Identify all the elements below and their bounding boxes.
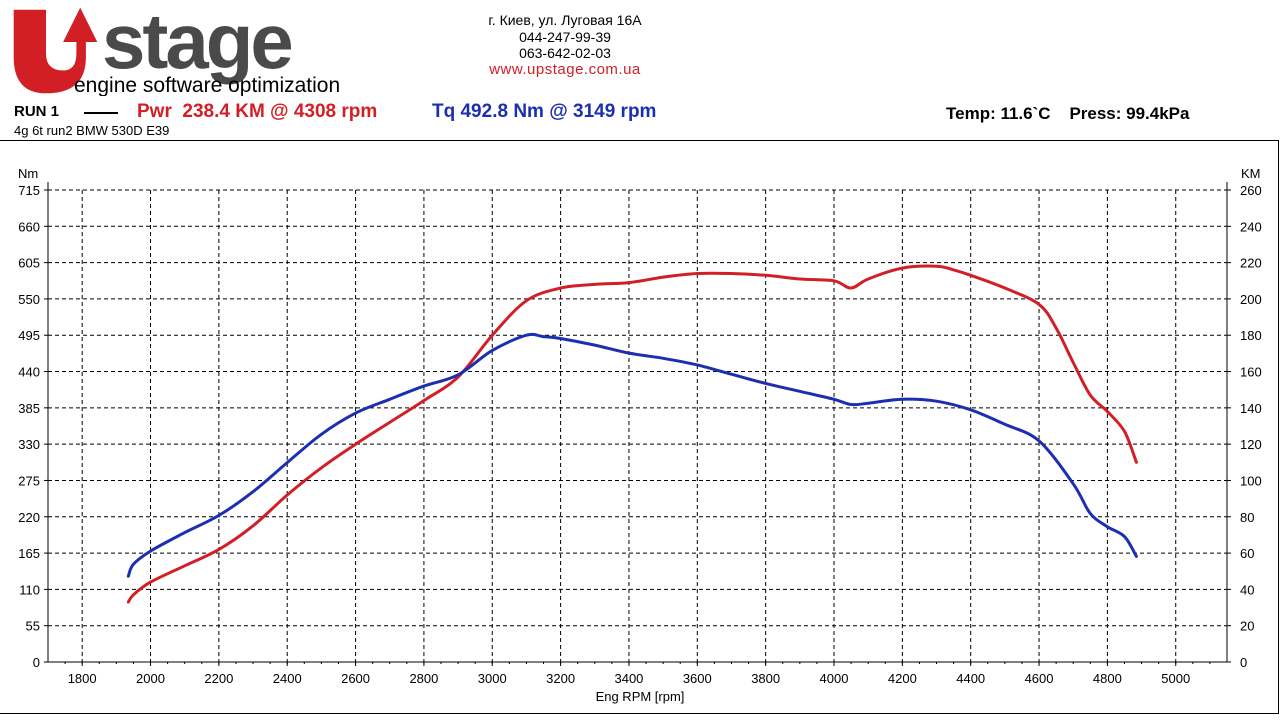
chart-grid: [48, 189, 1227, 662]
address: г. Киев, ул. Луговая 16А: [488, 12, 642, 28]
conditions-summary: Temp: 11.6`C Press: 99.4kPa: [946, 104, 1190, 123]
x-axis-label: Eng RPM [rpm]: [596, 689, 685, 704]
y-tick-label-left: 440: [18, 365, 40, 380]
y-tick-label-right: 0: [1240, 655, 1247, 670]
y-tick-label-left: 220: [18, 510, 40, 525]
run-line-legend: [84, 112, 118, 114]
y-tick-label-left: 330: [18, 437, 40, 452]
x-tick-label: 2400: [273, 671, 302, 686]
y-tick-label-left: 55: [26, 619, 40, 634]
phone-1: 044-247-99-39: [519, 28, 611, 45]
torque-summary: Tq 492.8 Nm @ 3149 rpm: [432, 101, 657, 122]
y-tick-label-left: 0: [33, 655, 40, 670]
series-line-pwr: [126, 264, 1138, 604]
x-tick-label: 3400: [614, 671, 643, 686]
chart-series: [126, 264, 1138, 604]
y-tick-label-right: 60: [1240, 546, 1254, 561]
y-tick-label-left: 495: [18, 328, 40, 343]
x-tick-label: 3000: [478, 671, 507, 686]
series-line-tq: [126, 332, 1138, 578]
x-tick-label: 5000: [1161, 671, 1190, 686]
x-tick-label: 4600: [1025, 671, 1054, 686]
y-tick-label-right: 260: [1240, 183, 1262, 198]
x-tick-label: 2200: [204, 671, 233, 686]
phone-2: 063-642-02-03: [519, 45, 611, 61]
y-tick-label-right: 120: [1240, 437, 1262, 452]
y-axis-label-right: KM: [1241, 166, 1261, 181]
y-tick-label-right: 40: [1240, 582, 1254, 597]
power-summary: Pwr 238.4 KM @ 4308 rpm: [137, 101, 378, 122]
x-tick-label: 2000: [136, 671, 165, 686]
y-tick-label-left: 660: [18, 219, 40, 234]
y-tick-label-right: 200: [1240, 292, 1262, 307]
svg-text:stage: stage: [102, 4, 291, 85]
y-tick-label-left: 715: [18, 183, 40, 198]
run-label: RUN 1: [14, 103, 60, 120]
y-tick-label-left: 385: [18, 401, 40, 416]
x-tick-label: 1800: [68, 671, 97, 686]
y-tick-label-left: 275: [18, 473, 40, 488]
y-tick-label-right: 100: [1240, 473, 1262, 488]
y-tick-label-right: 80: [1240, 510, 1254, 525]
chart-axes: [47, 182, 1228, 663]
y-tick-label-right: 180: [1240, 328, 1262, 343]
y-tick-label-left: 110: [19, 582, 40, 597]
y-axis-label-left: Nm: [18, 166, 38, 181]
contact-block: г. Киев, ул. Луговая 16А 044-247-99-39 0…: [460, 12, 670, 78]
x-tick-label: 3600: [683, 671, 712, 686]
x-tick-label: 2600: [341, 671, 370, 686]
run-description: 4g 6t run2 BMW 530D E39: [14, 123, 170, 138]
y-tick-label-right: 160: [1240, 365, 1262, 380]
x-tick-label: 3800: [751, 671, 780, 686]
x-tick-label: 2800: [409, 671, 438, 686]
chart-ticks: 1800 2000 2200 2400 2600 2800 3000 3200 3400 3600…: [18, 183, 1261, 686]
x-tick-label: 4400: [956, 671, 985, 686]
website-link[interactable]: www.upstage.com.ua: [489, 60, 641, 78]
y-tick-label-right: 240: [1240, 219, 1262, 234]
x-tick-label: 4000: [820, 671, 849, 686]
svg-text:engine software optimization: engine software optimization: [74, 74, 340, 96]
y-tick-label-left: 550: [18, 292, 40, 307]
x-tick-label: 4800: [1093, 671, 1122, 686]
y-tick-label-right: 140: [1240, 401, 1262, 416]
y-tick-label-right: 220: [1240, 256, 1262, 271]
x-tick-label: 3200: [546, 671, 575, 686]
upstage-logo: stage engine software optimization: [13, 4, 340, 96]
y-tick-label-right: 20: [1240, 619, 1254, 634]
x-tick-label: 4200: [888, 671, 917, 686]
y-tick-label-left: 165: [18, 546, 40, 561]
y-tick-label-left: 605: [18, 256, 40, 271]
chart-frame: [0, 140, 1279, 714]
